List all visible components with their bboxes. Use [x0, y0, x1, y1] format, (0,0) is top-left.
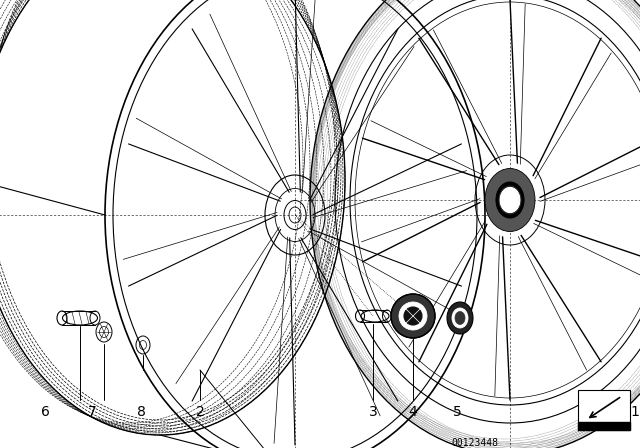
Ellipse shape: [485, 168, 535, 232]
FancyBboxPatch shape: [578, 390, 630, 430]
Ellipse shape: [452, 308, 468, 328]
Circle shape: [399, 302, 427, 330]
Text: 1: 1: [630, 405, 639, 419]
Text: 3: 3: [369, 405, 378, 419]
Ellipse shape: [496, 182, 524, 218]
Text: 5: 5: [452, 405, 461, 419]
Text: 6: 6: [40, 405, 49, 419]
Text: 2: 2: [196, 405, 204, 419]
Ellipse shape: [455, 311, 465, 324]
Text: 7: 7: [88, 405, 97, 419]
Text: 4: 4: [408, 405, 417, 419]
Ellipse shape: [500, 188, 520, 212]
Ellipse shape: [447, 302, 473, 334]
Text: 8: 8: [136, 405, 145, 419]
Circle shape: [391, 294, 435, 338]
Circle shape: [404, 307, 422, 325]
Bar: [578, 422, 630, 430]
Text: 00123448: 00123448: [451, 438, 499, 448]
